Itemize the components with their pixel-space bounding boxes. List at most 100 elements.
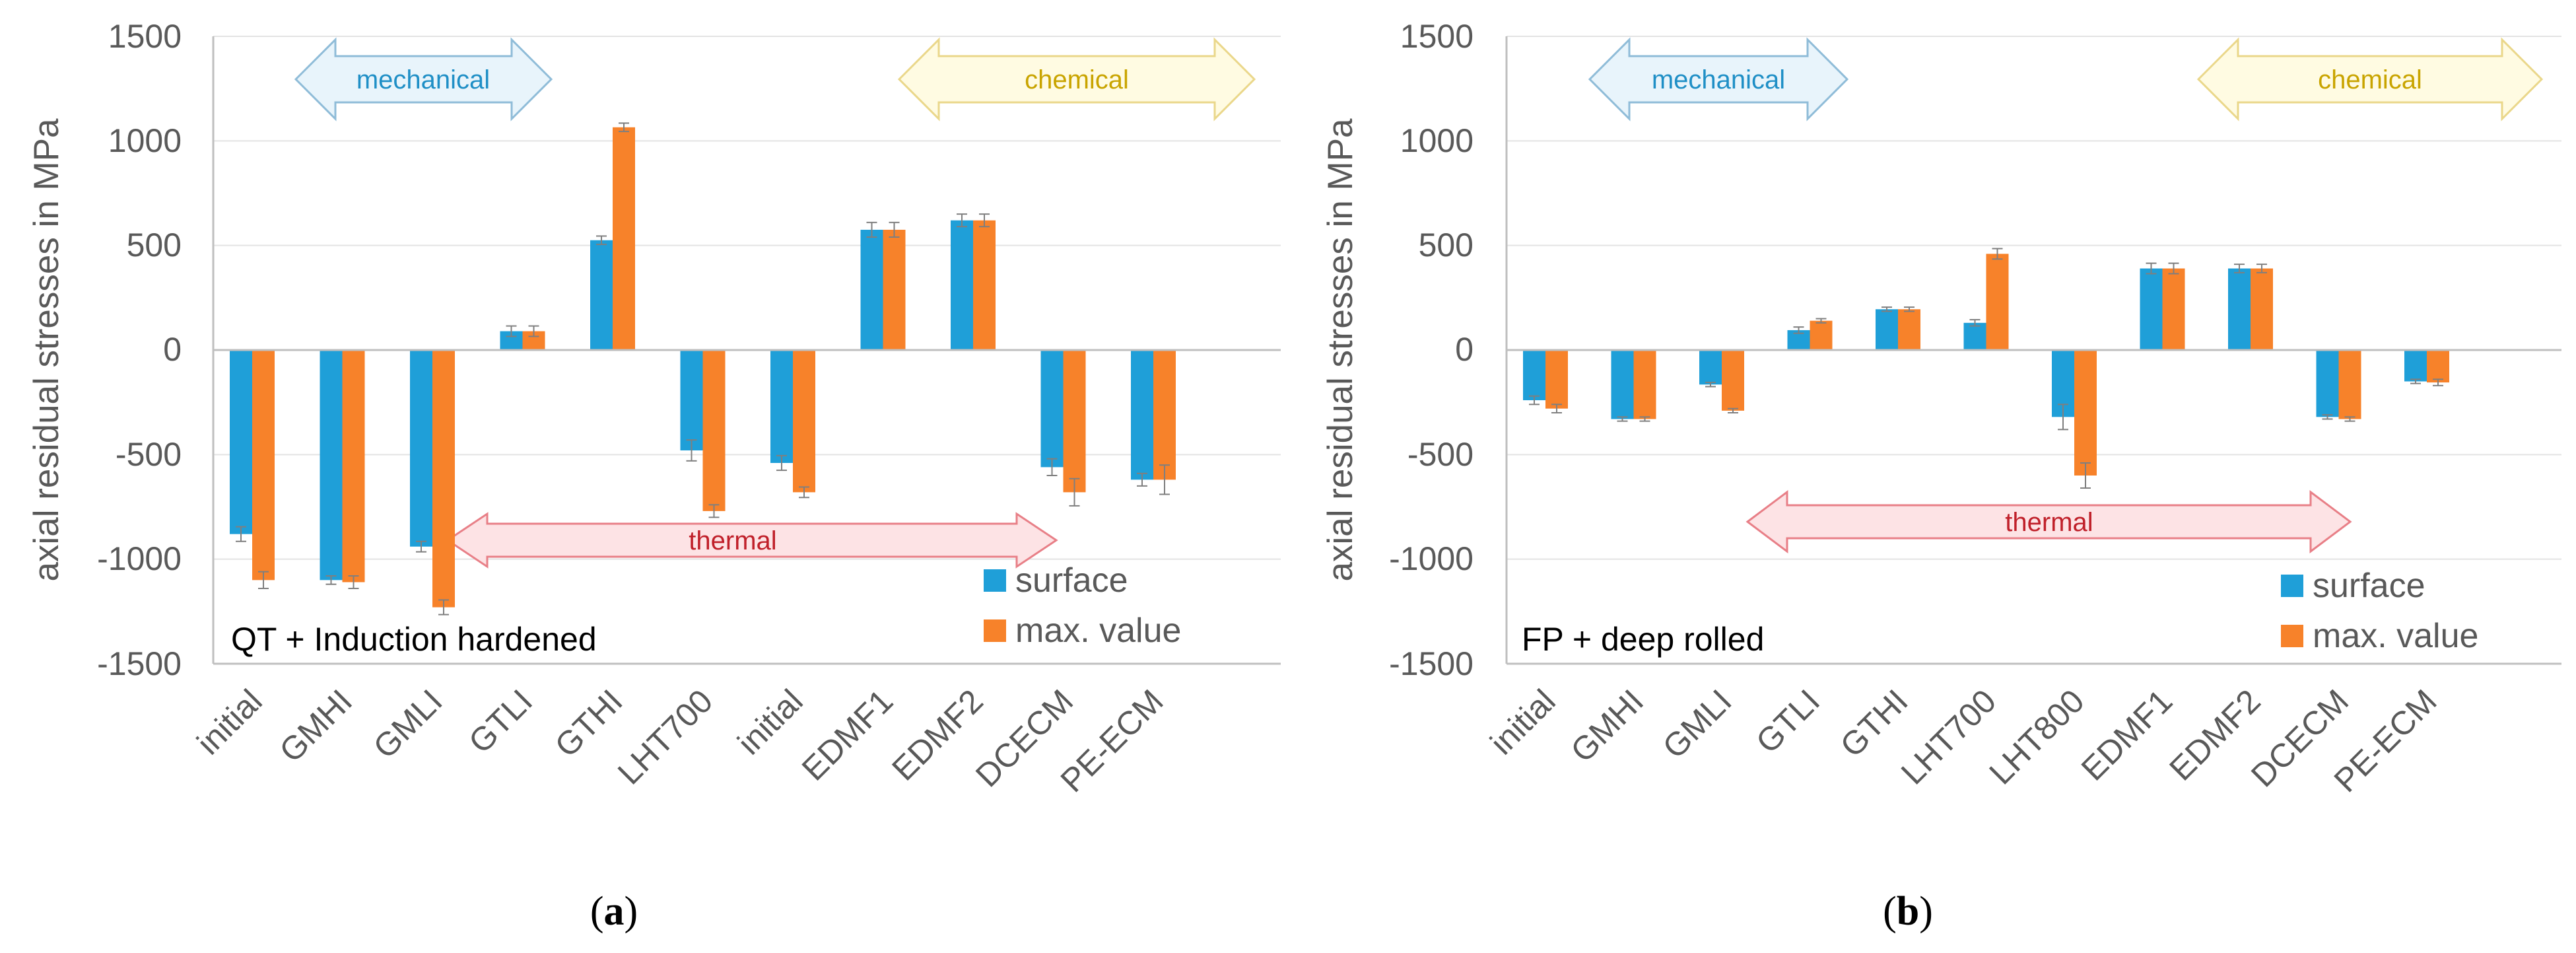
error-bar	[1159, 464, 1170, 495]
error-bar	[2344, 416, 2356, 422]
y-tick-label: -1000	[97, 540, 182, 577]
bar-max-lht800	[2074, 350, 2097, 476]
mechanical-label: mechanical	[356, 65, 490, 94]
bar-surface-initial	[230, 350, 252, 534]
category-label-gthi: GTHI	[1833, 682, 1915, 764]
chemical-label: chemical	[1025, 65, 1129, 94]
bar-max-dcecm	[2338, 350, 2361, 419]
thermal-arrow: thermal	[1746, 490, 2352, 553]
mechanical-label: mechanical	[1652, 65, 1785, 94]
bar-surface-edmf1	[860, 229, 883, 350]
bar-surface-gmhi	[320, 350, 343, 581]
legend-swatch-surface	[2281, 575, 2303, 597]
bar-max-gmhi	[1633, 350, 1656, 419]
error-bar	[2058, 404, 2068, 431]
bar-max-gtli	[1810, 320, 1833, 350]
y-tick-label: -500	[116, 436, 182, 473]
gridlines	[213, 36, 1281, 560]
error-bar	[2146, 262, 2157, 275]
bar-surface-initial	[1523, 350, 1545, 400]
bar-surface-initial	[770, 350, 793, 463]
error-bar	[708, 504, 720, 518]
chemical-label: chemical	[2318, 65, 2422, 94]
bar-max-initial	[1545, 350, 1568, 409]
bar-max-edmf2	[2251, 268, 2273, 350]
y-tick-label: 500	[127, 227, 182, 264]
error-bar	[1046, 458, 1058, 476]
error-bar	[2256, 264, 2267, 273]
category-label-gmli: GMLI	[366, 682, 450, 765]
bar-max-gmli	[1722, 350, 1744, 411]
caption-close: )	[625, 889, 638, 934]
bar-surface-edmf2	[951, 220, 973, 350]
caption-open: (	[590, 889, 604, 934]
error-bar	[1639, 416, 1650, 422]
y-tick-labels: 1500 1000 500 0 -500 -1000 -1500	[1389, 18, 1474, 682]
y-tick-label: -1500	[97, 645, 182, 682]
bar-surface-lht700	[1963, 322, 1986, 350]
bar-max-initial	[252, 350, 275, 581]
error-bar	[1815, 318, 1827, 324]
error-bar	[957, 213, 967, 228]
bar-max-edmf2	[973, 220, 996, 350]
category-label-edmf1: EDMF1	[795, 682, 900, 787]
bar-surface-gthi	[590, 240, 613, 350]
error-bar	[506, 325, 517, 337]
caption-close: )	[1919, 889, 1933, 934]
thermal-label: thermal	[689, 526, 776, 555]
y-tick-label: 500	[1419, 227, 1474, 264]
bar-surface-gmli	[410, 350, 432, 547]
error-bar	[799, 486, 809, 499]
error-bar	[596, 235, 607, 246]
annotations: mechanical chemical thermal	[1588, 37, 2544, 553]
bar-surface-pe-ecm	[1131, 350, 1153, 480]
legend-swatch-max	[984, 619, 1006, 642]
error-bar	[1617, 416, 1628, 422]
bar-max-edmf1	[883, 229, 906, 350]
error-bar	[619, 122, 629, 133]
error-bar	[1529, 395, 1540, 406]
error-bar	[2234, 264, 2245, 273]
error-bar	[686, 439, 697, 462]
y-tick-label: -1500	[1389, 645, 1474, 682]
bar-surface-gthi	[1876, 309, 1898, 350]
bar-max-dcecm	[1063, 350, 1086, 493]
thermal-arrow: thermal	[446, 512, 1058, 569]
error-bar	[1881, 306, 1892, 312]
gridlines	[1507, 36, 2561, 560]
y-tick-labels: 1500 1000 500 0 -500 -1000 -1500	[97, 18, 182, 682]
error-bar	[325, 575, 337, 585]
legend: surface max. value	[2281, 567, 2478, 655]
chemical-arrow: chemical	[897, 37, 1256, 122]
bar-max-lht700	[1986, 254, 2009, 350]
y-tick-label: -1000	[1389, 540, 1474, 577]
panel-title: QT + Induction hardened	[231, 621, 597, 658]
legend-swatch-max	[2281, 625, 2303, 647]
panel-title: FP + deep rolled	[1522, 621, 1764, 658]
bar-surface-gmli	[1699, 350, 1722, 385]
category-label-lht800: LHT800	[1982, 682, 2091, 791]
bar-surface-dcecm	[1040, 350, 1064, 468]
error-bar	[2410, 378, 2421, 384]
error-bar	[416, 540, 426, 553]
category-label-gtli: GTLI	[1749, 682, 1827, 760]
bar-max-edmf1	[2162, 268, 2185, 350]
error-bar	[438, 599, 449, 616]
bar-max-gthi	[1898, 309, 1920, 350]
legend-label-surface: surface	[1015, 561, 1128, 600]
y-tick-label: 0	[1455, 331, 1474, 368]
y-tick-label: -500	[1407, 436, 1474, 473]
y-axis-label: axial residual stresses in MPa	[1321, 118, 1360, 582]
caption-a: (a)	[590, 889, 638, 934]
bar-max-pe-ecm	[1153, 350, 1176, 480]
error-bar	[776, 454, 787, 472]
caption-letter: b	[1897, 889, 1919, 934]
bar-max-lht700	[702, 350, 726, 511]
y-tick-label: 1000	[1400, 122, 1474, 159]
bars	[230, 122, 1176, 616]
panel-b: 1500 1000 500 0 -500 -1000 -1500 axial r…	[1321, 18, 2561, 799]
error-bar	[1992, 248, 2003, 260]
error-bar	[1137, 472, 1147, 487]
category-label-gtli: GTLI	[461, 682, 539, 760]
